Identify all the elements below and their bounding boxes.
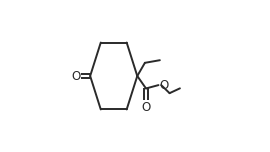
- Text: O: O: [159, 79, 168, 92]
- Text: O: O: [141, 101, 151, 114]
- Text: O: O: [71, 69, 80, 83]
